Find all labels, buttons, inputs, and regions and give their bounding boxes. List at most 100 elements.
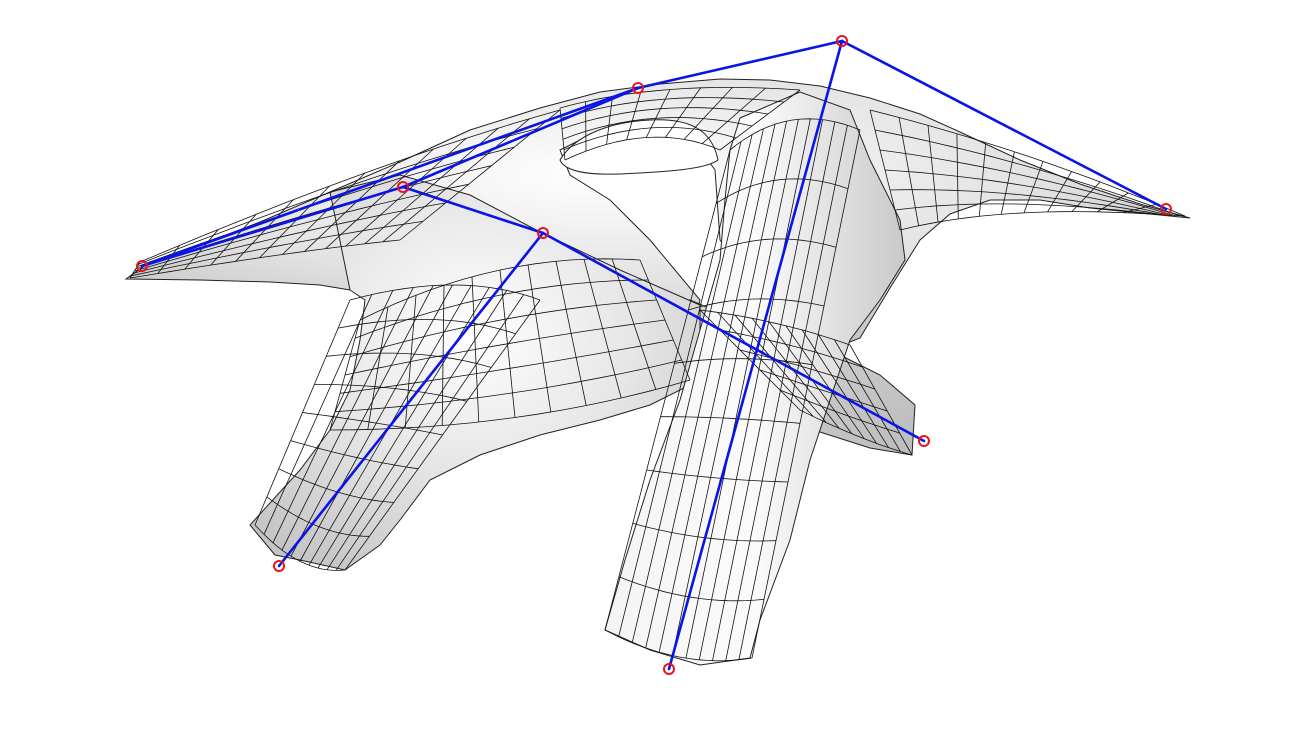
roof-back-mesh-strand bbox=[702, 87, 766, 144]
right-leg-mesh-strand bbox=[849, 344, 913, 456]
left-leg-mesh-ring bbox=[266, 496, 370, 537]
front-leg-mesh-strand bbox=[604, 149, 731, 631]
roof-right-mesh-ring bbox=[899, 211, 1151, 231]
hub-mesh-ring bbox=[334, 359, 682, 413]
roof-left-mesh-strand bbox=[325, 148, 434, 249]
hub-mesh-ring bbox=[344, 319, 666, 376]
front-leg-mesh-ring bbox=[715, 178, 849, 204]
roof-right-mesh-ring bbox=[884, 169, 1168, 216]
roof-left-mesh-ring bbox=[131, 221, 423, 277]
roof-left-mesh-ring bbox=[129, 239, 401, 279]
left-leg-mesh-ring bbox=[349, 284, 541, 301]
roof-left-mesh-strand bbox=[382, 118, 530, 243]
roof-left-mesh-strand bbox=[235, 199, 294, 262]
roof-back-mesh-ring bbox=[560, 97, 785, 119]
hub-mesh-ring bbox=[349, 299, 657, 358]
control-edge bbox=[840, 39, 1168, 211]
right-leg-mesh-ring bbox=[739, 349, 875, 390]
roof-back-mesh-ring bbox=[563, 127, 737, 150]
roof-back-mesh-strand bbox=[719, 89, 801, 151]
front-leg-mesh-ring bbox=[618, 576, 765, 602]
hub-mesh-ring bbox=[339, 339, 674, 394]
roof-opening bbox=[559, 119, 719, 175]
roof-right-mesh-ring bbox=[869, 109, 1186, 217]
roof-right-mesh-ring bbox=[874, 129, 1180, 217]
front-leg-mesh-strand bbox=[658, 124, 776, 653]
control-edge bbox=[277, 231, 545, 568]
right-leg-mesh-strand bbox=[818, 334, 889, 448]
control-point[interactable] bbox=[136, 260, 148, 272]
roof-left-mesh-strand bbox=[157, 245, 180, 274]
roof-left-mesh-strand bbox=[282, 172, 366, 255]
roof-right-mesh-ring bbox=[889, 189, 1162, 216]
roof-back-mesh-strand bbox=[645, 89, 671, 138]
roof-left-mesh-strand bbox=[210, 213, 257, 266]
control-edge bbox=[401, 86, 640, 189]
front-leg-mesh-strand bbox=[751, 129, 861, 659]
front-leg-mesh-strand bbox=[698, 118, 811, 660]
control-edge bbox=[541, 231, 926, 443]
right-leg-mesh-strand bbox=[833, 339, 901, 452]
front-leg-mesh-strand bbox=[738, 125, 848, 660]
front-leg-mesh-strand bbox=[672, 120, 788, 656]
roof-back-mesh-strand bbox=[665, 87, 701, 138]
roof-left-mesh-ring bbox=[132, 202, 446, 274]
front-leg-mesh-strand bbox=[645, 128, 764, 649]
right-leg-mesh-strand bbox=[717, 312, 814, 417]
control-point[interactable] bbox=[836, 35, 848, 47]
control-point[interactable] bbox=[397, 181, 409, 193]
roof-left-mesh-strand bbox=[304, 160, 400, 252]
control-point[interactable] bbox=[273, 560, 285, 572]
control-point[interactable] bbox=[632, 82, 644, 94]
right-leg-mesh-strand bbox=[801, 329, 877, 444]
roof-right-mesh-ring bbox=[879, 149, 1174, 216]
right-leg-mesh-ring bbox=[699, 309, 851, 346]
control-edge bbox=[401, 185, 545, 235]
left-leg-mesh-ring bbox=[302, 412, 443, 436]
front-leg-mesh-ring bbox=[604, 629, 753, 662]
control-edge bbox=[636, 39, 844, 90]
front-leg-mesh-ring bbox=[646, 469, 789, 483]
roof-back-mesh-ring bbox=[561, 107, 769, 130]
roof-left-mesh-ring bbox=[139, 109, 561, 263]
front-leg-mesh-ring bbox=[660, 416, 801, 424]
right-leg-mesh-ring bbox=[779, 389, 900, 434]
roof-back-mesh-strand bbox=[626, 92, 642, 140]
front-leg-mesh-ring bbox=[674, 358, 813, 366]
front-leg-mesh-ring bbox=[688, 298, 825, 311]
front-leg-mesh-strand bbox=[725, 121, 836, 661]
front-leg-mesh-strand bbox=[631, 134, 753, 643]
roof-back-mesh-strand bbox=[683, 87, 733, 140]
left-leg-mesh-ring bbox=[326, 352, 492, 368]
control-edge bbox=[667, 39, 844, 671]
control-edge bbox=[140, 86, 640, 268]
left-leg-mesh-ring bbox=[254, 524, 346, 571]
control-point[interactable] bbox=[663, 663, 675, 675]
right-leg-mesh-ring bbox=[719, 329, 863, 368]
front-leg-mesh-ring bbox=[729, 118, 861, 151]
roof-back-mesh-ring bbox=[559, 86, 801, 109]
control-point[interactable] bbox=[1160, 203, 1172, 215]
control-cage bbox=[136, 35, 1172, 675]
hub-mesh-ring bbox=[354, 279, 649, 339]
front-leg-mesh-strand bbox=[685, 119, 799, 659]
front-leg-mesh-strand bbox=[618, 141, 742, 637]
roof-right-mesh-ring bbox=[894, 203, 1156, 215]
right-leg-mesh-strand bbox=[751, 318, 840, 429]
control-edge bbox=[140, 185, 405, 268]
front-leg-mesh-ring bbox=[702, 238, 837, 258]
hub-mesh-ring bbox=[329, 379, 691, 431]
front-leg-mesh-strand bbox=[712, 119, 823, 661]
roof-back-mesh-ring bbox=[564, 136, 721, 161]
right-leg-mesh-strand bbox=[785, 325, 865, 439]
roof-back-mesh-strand bbox=[606, 96, 613, 145]
roof-left-mesh-strand bbox=[259, 185, 330, 259]
control-point[interactable] bbox=[537, 227, 549, 239]
roof-back-mesh-ring bbox=[562, 117, 753, 140]
right-leg-mesh-strand bbox=[734, 314, 827, 423]
surface-mesh bbox=[129, 86, 1186, 662]
control-point[interactable] bbox=[918, 435, 930, 447]
right-leg-mesh-ring bbox=[759, 369, 888, 412]
